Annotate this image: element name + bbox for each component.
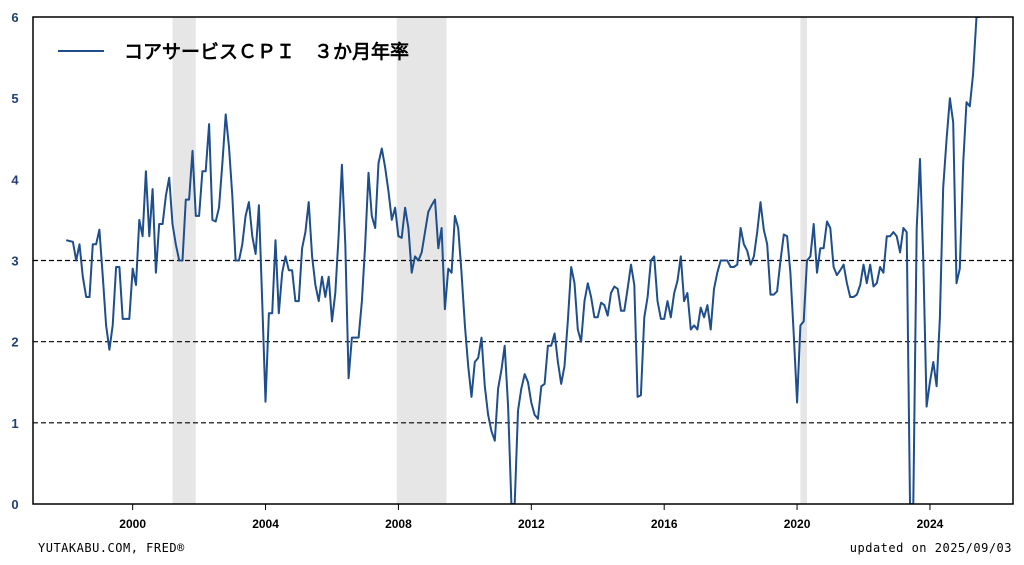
x-tick-label: 2000 — [119, 517, 146, 531]
y-axis-ticks: 0 1 2 3 4 5 6 — [11, 10, 19, 512]
x-tick-label: 2008 — [385, 517, 412, 531]
legend-label: コアサービスＣＰＩ ３か月年率 — [124, 40, 409, 63]
recession-band — [172, 17, 196, 504]
x-tick-label: 2012 — [518, 517, 545, 531]
plot-frame — [32, 16, 1014, 505]
y-tick-label: 2 — [11, 335, 18, 350]
updated-date: updated on 2025/09/03 — [849, 541, 1012, 555]
source-credit: YUTAKABU.COM, FRED® — [38, 541, 185, 555]
y-tick-label: 6 — [11, 10, 18, 25]
legend: コアサービスＣＰＩ ３か月年率 — [58, 40, 409, 63]
series-group — [65, 17, 980, 504]
y-tick-label: 1 — [11, 416, 18, 431]
x-tick-label: 2024 — [917, 517, 944, 531]
x-axis-ticks: 2000 2004 2008 2012 2016 2020 2024 — [119, 504, 944, 531]
reference-lines — [33, 259, 1013, 424]
series-line — [65, 17, 980, 504]
y-tick-label: 5 — [11, 91, 18, 106]
x-tick-label: 2020 — [784, 517, 811, 531]
y-tick-label: 0 — [11, 497, 18, 512]
y-tick-label: 3 — [11, 254, 18, 269]
x-tick-label: 2016 — [651, 517, 678, 531]
x-tick-label: 2004 — [252, 517, 279, 531]
y-tick-label: 4 — [11, 172, 19, 187]
